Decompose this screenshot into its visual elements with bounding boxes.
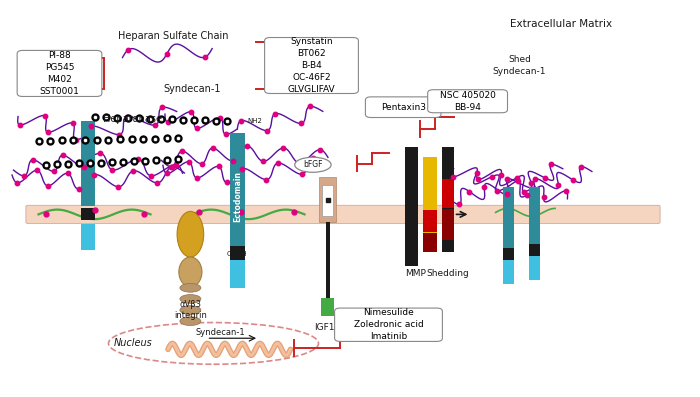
Text: Shedding: Shedding (426, 270, 470, 278)
Text: Syndecan-1: Syndecan-1 (196, 328, 245, 337)
Bar (80, 224, 95, 250)
Bar (80, 121, 95, 206)
Text: PI-88
PG545
M402
SST0001: PI-88 PG545 M402 SST0001 (40, 51, 79, 96)
Bar (503, 187, 514, 248)
Text: IGF1R: IGF1R (314, 323, 341, 332)
FancyBboxPatch shape (428, 90, 508, 113)
Bar (230, 133, 245, 246)
Bar (230, 260, 245, 288)
Bar (423, 233, 437, 252)
Text: Heparanase: Heparanase (104, 114, 162, 124)
Text: Extracellular Matrix: Extracellular Matrix (510, 19, 612, 29)
Ellipse shape (180, 317, 201, 326)
Text: Heparan Sulfate Chain: Heparan Sulfate Chain (118, 31, 229, 41)
Bar (529, 187, 540, 244)
Bar (230, 246, 245, 260)
Ellipse shape (177, 211, 204, 257)
Text: Nimesulide
Zoledronic acid
Imatinib: Nimesulide Zoledronic acid Imatinib (354, 308, 424, 341)
Bar (503, 248, 514, 260)
Bar (321, 298, 334, 316)
Text: Ectodomain: Ectodomain (233, 171, 242, 222)
Text: bFGF: bFGF (303, 160, 323, 169)
Text: Syndecan-1: Syndecan-1 (163, 84, 220, 94)
Bar (503, 260, 514, 284)
Bar (442, 179, 454, 208)
Ellipse shape (180, 283, 201, 292)
Text: NH2: NH2 (247, 118, 262, 124)
Ellipse shape (180, 295, 201, 303)
Bar (319, 177, 336, 222)
Bar (326, 222, 330, 298)
FancyBboxPatch shape (18, 50, 102, 96)
Text: Nucleus: Nucleus (113, 338, 153, 349)
FancyBboxPatch shape (265, 38, 358, 94)
Bar (322, 185, 333, 216)
Bar (423, 210, 437, 232)
Bar (405, 147, 418, 266)
Text: NSC 405020
BB-94: NSC 405020 BB-94 (440, 91, 496, 112)
FancyBboxPatch shape (365, 97, 441, 118)
Bar (423, 157, 437, 252)
Bar (442, 209, 454, 240)
Text: Synstatin
BT062
B-B4
OC-46F2
GLVGLIFAV: Synstatin BT062 B-B4 OC-46F2 GLVGLIFAV (288, 37, 335, 94)
Bar (80, 208, 95, 220)
FancyBboxPatch shape (26, 205, 660, 224)
Text: COOH: COOH (227, 251, 248, 257)
Ellipse shape (295, 157, 331, 172)
Text: MMP: MMP (405, 270, 426, 278)
Bar (442, 147, 454, 252)
FancyBboxPatch shape (335, 308, 442, 341)
Ellipse shape (180, 306, 201, 314)
Ellipse shape (179, 257, 202, 287)
Text: Pentaxin3: Pentaxin3 (381, 103, 426, 112)
Text: Shed
Syndecan-1: Shed Syndecan-1 (493, 56, 546, 75)
Bar (529, 244, 540, 256)
Text: αVβ3
integrin: αVβ3 integrin (174, 300, 206, 320)
Bar (529, 256, 540, 280)
